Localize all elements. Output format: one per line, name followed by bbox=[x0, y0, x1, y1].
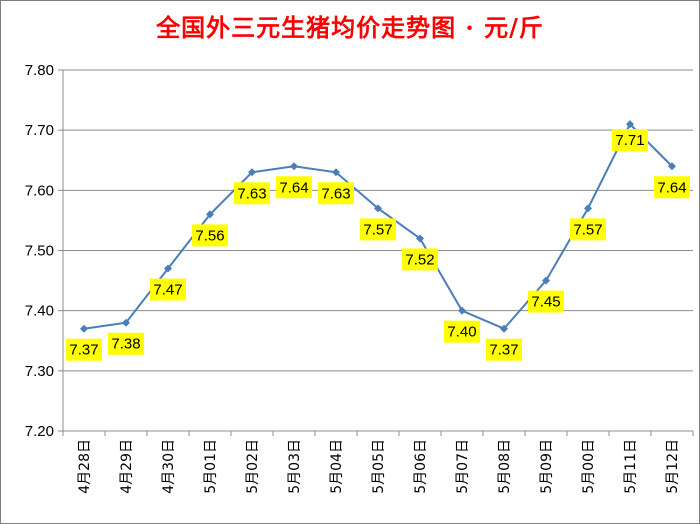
data-label: 7.37 bbox=[66, 338, 102, 361]
x-tick-label: 5月02日 bbox=[245, 439, 261, 494]
data-point bbox=[206, 210, 214, 219]
chart-title: 全国外三元生猪均价走势图 · 元/斤 bbox=[156, 13, 544, 42]
data-label-text: 7.38 bbox=[111, 336, 140, 353]
axes bbox=[58, 69, 694, 436]
data-label-text: 7.52 bbox=[405, 251, 434, 268]
x-tick-label: 5月00日 bbox=[581, 439, 597, 494]
data-label: 7.52 bbox=[402, 248, 438, 271]
data-label-bg bbox=[276, 176, 312, 199]
x-tick-label: 5月01日 bbox=[203, 439, 219, 494]
data-label-text: 7.57 bbox=[573, 221, 602, 238]
data-label-text: 7.63 bbox=[321, 185, 350, 202]
x-tick-label: 5月11日 bbox=[623, 439, 639, 494]
data-label: 7.47 bbox=[150, 278, 186, 301]
x-tick-label: 4月28日 bbox=[77, 439, 93, 494]
data-label-bg bbox=[66, 338, 102, 361]
data-point bbox=[248, 168, 256, 177]
gridlines bbox=[63, 69, 693, 432]
data-label: 7.63 bbox=[318, 182, 354, 205]
x-tick-labels: 4月28日 4月29日 4月30日 5月01日 5月02日 5月03日 5月04日 5月05日… bbox=[77, 439, 681, 494]
data-point bbox=[500, 324, 508, 333]
data-label-text: 7.40 bbox=[447, 324, 476, 341]
data-label-bg bbox=[570, 218, 606, 241]
y-tick-label: 7.60 bbox=[25, 182, 54, 199]
data-label-text: 7.45 bbox=[531, 294, 560, 311]
data-label: 7.37 bbox=[486, 338, 522, 361]
data-label-text: 7.37 bbox=[69, 342, 98, 359]
data-point bbox=[584, 204, 592, 213]
data-label: 7.38 bbox=[108, 332, 144, 355]
data-label-text: 7.71 bbox=[615, 132, 644, 149]
x-tick-label: 5月04日 bbox=[329, 439, 345, 494]
data-label: 7.57 bbox=[360, 218, 396, 241]
data-label-bg bbox=[150, 278, 186, 301]
data-point bbox=[80, 324, 88, 333]
data-point bbox=[122, 318, 130, 327]
data-point bbox=[626, 120, 634, 129]
y-tick-label: 7.50 bbox=[25, 243, 54, 260]
data-label-text: 7.64 bbox=[279, 179, 308, 196]
data-point bbox=[374, 204, 382, 213]
data-label: 7.57 bbox=[570, 218, 606, 241]
data-label-bg bbox=[444, 320, 480, 343]
x-tick-label: 4月30日 bbox=[161, 439, 177, 494]
x-tick-label: 5月03日 bbox=[287, 439, 303, 494]
data-label: 7.63 bbox=[234, 182, 270, 205]
data-point bbox=[458, 306, 466, 315]
data-label: 7.56 bbox=[192, 224, 228, 247]
data-label-bg bbox=[486, 338, 522, 361]
data-points bbox=[80, 120, 676, 333]
x-tick-label: 5月12日 bbox=[665, 439, 681, 494]
data-label: 7.40 bbox=[444, 320, 480, 343]
data-label-bg bbox=[192, 224, 228, 247]
data-label-bg bbox=[318, 182, 354, 205]
data-point bbox=[542, 276, 550, 285]
data-label-text: 7.56 bbox=[195, 227, 224, 244]
data-label-bg bbox=[654, 176, 690, 199]
data-labels: 7.37 7.38 7.47 7.56 7.63 7.64 7.63 7.57 7.52 7.40… bbox=[66, 129, 690, 361]
data-label-text: 7.63 bbox=[237, 185, 266, 202]
data-point bbox=[668, 162, 676, 171]
y-tick-label: 7.20 bbox=[25, 423, 54, 440]
x-tick-label: 4月29日 bbox=[119, 439, 135, 494]
data-label-text: 7.37 bbox=[489, 342, 518, 359]
data-point bbox=[332, 168, 340, 177]
y-tick-label: 7.70 bbox=[25, 122, 54, 139]
x-tick-label: 5月07日 bbox=[455, 439, 471, 494]
data-label-text: 7.57 bbox=[363, 221, 392, 238]
y-tick-label: 7.30 bbox=[25, 363, 54, 380]
data-label-bg bbox=[612, 129, 648, 152]
data-label-bg bbox=[108, 332, 144, 355]
data-label: 7.64 bbox=[654, 176, 690, 199]
data-label-bg bbox=[234, 182, 270, 205]
data-point bbox=[164, 264, 172, 273]
data-label-text: 7.64 bbox=[657, 179, 686, 196]
x-tick-label: 5月09日 bbox=[539, 439, 555, 494]
data-label: 7.45 bbox=[528, 290, 564, 313]
x-tick-label: 5月05日 bbox=[371, 439, 387, 494]
data-label-bg bbox=[528, 290, 564, 313]
data-label-bg bbox=[360, 218, 396, 241]
data-label-text: 7.47 bbox=[153, 282, 182, 299]
x-tick-label: 5月08日 bbox=[497, 439, 513, 494]
y-tick-label: 7.40 bbox=[25, 303, 54, 320]
data-point bbox=[290, 162, 298, 171]
x-tick-label: 5月06日 bbox=[413, 439, 429, 494]
data-label-bg bbox=[402, 248, 438, 271]
y-tick-label: 7.80 bbox=[25, 62, 54, 79]
data-point bbox=[416, 234, 424, 243]
data-label: 7.64 bbox=[276, 176, 312, 199]
data-label: 7.71 bbox=[612, 129, 648, 152]
y-tick-labels: 7.20 7.30 7.40 7.50 7.60 7.70 7.80 bbox=[25, 62, 54, 440]
